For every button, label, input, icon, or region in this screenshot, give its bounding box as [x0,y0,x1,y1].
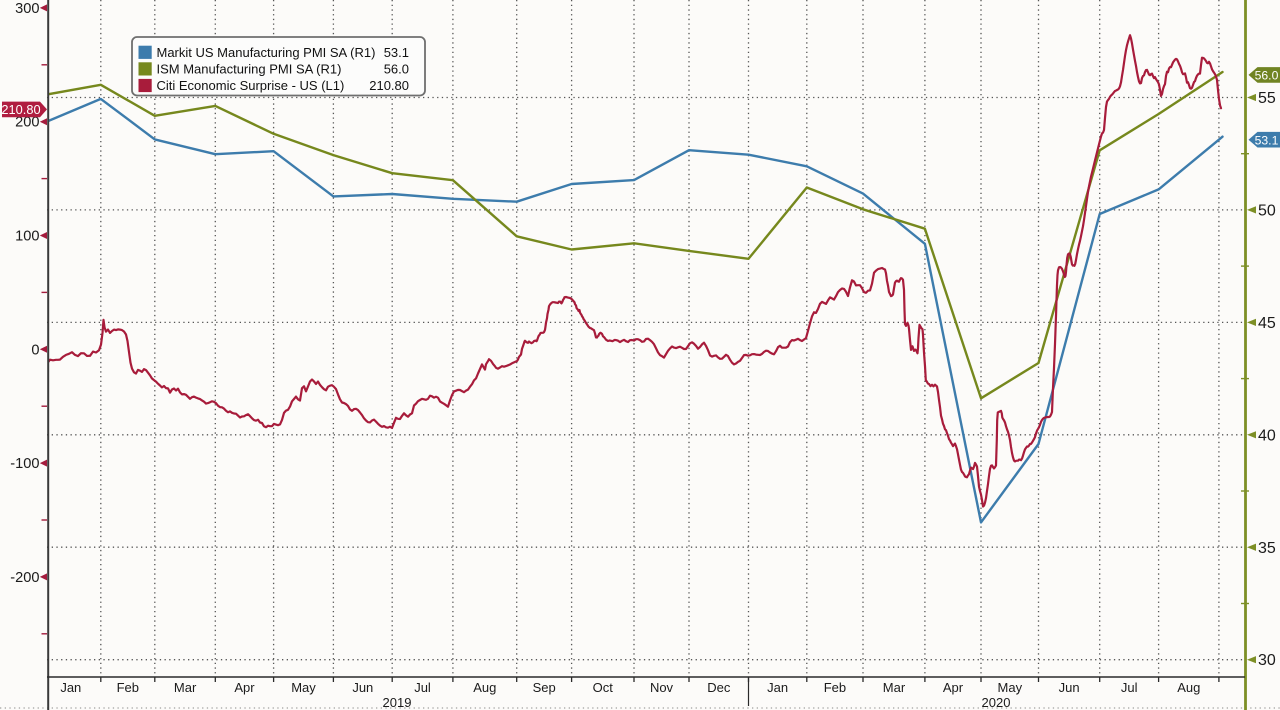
svg-text:Jun: Jun [352,680,373,695]
svg-text:Aug: Aug [473,680,496,695]
svg-text:30: 30 [1258,652,1276,669]
svg-text:-100: -100 [10,456,39,472]
svg-text:55: 55 [1258,90,1276,107]
svg-text:Citi Economic Surprise - US (L: Citi Economic Surprise - US (L1) [157,78,345,93]
svg-text:Jan: Jan [60,680,81,695]
svg-text:0: 0 [31,342,39,358]
svg-text:53.1: 53.1 [1255,133,1279,147]
svg-text:Markit US Manufacturing PMI SA: Markit US Manufacturing PMI SA (R1) [157,45,376,60]
svg-text:ISM Manufacturing PMI SA (R1): ISM Manufacturing PMI SA (R1) [157,62,342,77]
svg-text:Jun: Jun [1059,680,1080,695]
svg-text:Aug: Aug [1177,680,1200,695]
svg-text:300: 300 [15,1,39,17]
svg-text:40: 40 [1258,427,1276,444]
svg-text:210.80: 210.80 [369,78,409,93]
svg-text:Jan: Jan [767,680,788,695]
svg-text:Dec: Dec [707,680,731,695]
svg-text:Feb: Feb [824,680,846,695]
svg-text:Mar: Mar [174,680,197,695]
svg-text:45: 45 [1258,315,1276,332]
svg-text:Oct: Oct [593,680,614,695]
svg-text:May: May [998,680,1023,695]
svg-text:50: 50 [1258,202,1276,219]
svg-text:200: 200 [15,115,39,131]
svg-text:Feb: Feb [117,680,139,695]
svg-text:Nov: Nov [650,680,674,695]
svg-text:100: 100 [15,229,39,245]
svg-text:-200: -200 [10,570,39,586]
svg-text:2020: 2020 [982,695,1011,710]
svg-text:210.80: 210.80 [1,102,40,117]
svg-text:35: 35 [1258,540,1276,557]
svg-text:Mar: Mar [883,680,906,695]
svg-text:56.0: 56.0 [1255,69,1279,83]
svg-text:Apr: Apr [943,680,964,695]
svg-text:56.0: 56.0 [384,62,409,77]
svg-text:May: May [291,680,316,695]
svg-text:Sep: Sep [533,680,556,695]
svg-text:Jul: Jul [414,680,431,695]
svg-text:Jul: Jul [1121,680,1138,695]
svg-text:Apr: Apr [234,680,255,695]
svg-text:53.1: 53.1 [384,45,409,60]
svg-text:2019: 2019 [383,695,412,710]
